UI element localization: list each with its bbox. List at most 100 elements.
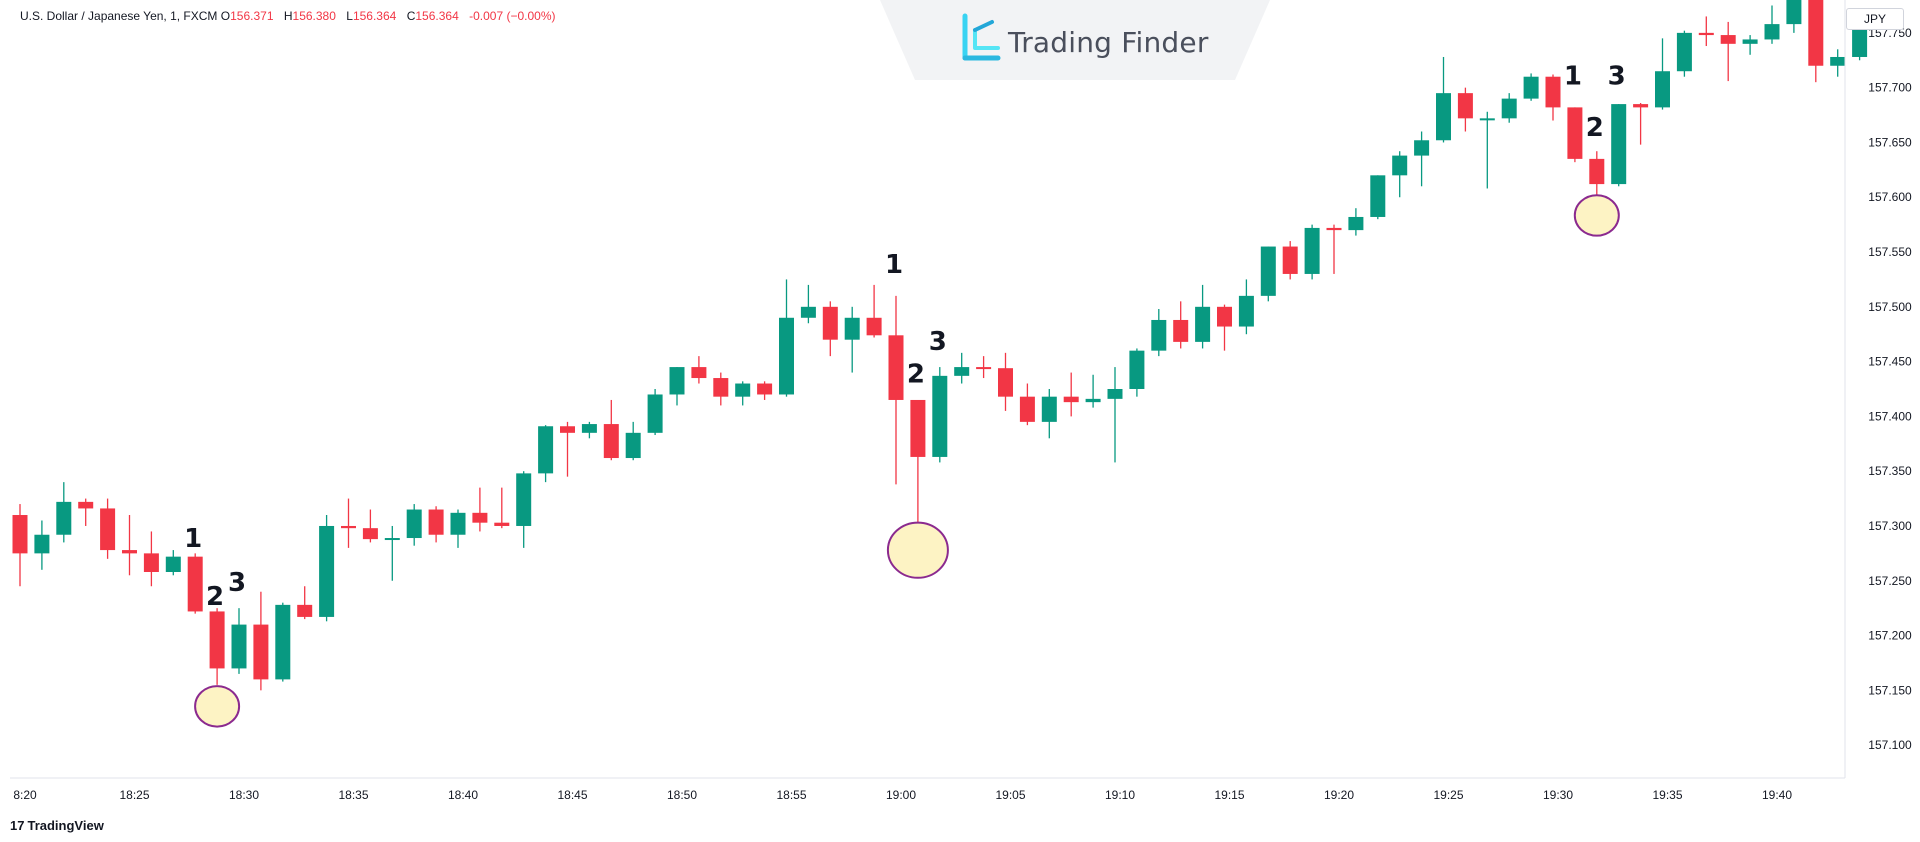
candle[interactable]	[362, 509, 378, 543]
candle[interactable]	[1019, 383, 1035, 426]
candle[interactable]	[100, 498, 116, 559]
candle[interactable]	[1041, 389, 1057, 439]
candle[interactable]	[779, 279, 794, 397]
candle-body	[1282, 246, 1298, 274]
candle[interactable]	[143, 531, 159, 587]
candle[interactable]	[1764, 5, 1780, 44]
candle[interactable]	[297, 586, 313, 620]
candle[interactable]	[516, 471, 532, 548]
currency-badge[interactable]: JPY	[1846, 8, 1904, 30]
candle[interactable]	[757, 381, 773, 400]
candle[interactable]	[866, 284, 882, 338]
candle-body	[1129, 350, 1145, 389]
candle[interactable]	[560, 421, 575, 477]
candle[interactable]	[1085, 374, 1101, 408]
candle-body	[1698, 32, 1714, 36]
candle[interactable]	[735, 381, 751, 406]
candle[interactable]	[165, 550, 181, 576]
candle[interactable]	[844, 306, 860, 373]
candle[interactable]	[1195, 284, 1211, 349]
candle[interactable]	[800, 284, 816, 324]
candle[interactable]	[406, 504, 422, 546]
candle[interactable]	[713, 372, 729, 406]
candle[interactable]	[1217, 304, 1232, 351]
candle[interactable]	[647, 389, 663, 436]
candle[interactable]	[669, 367, 685, 406]
candle[interactable]	[1479, 111, 1495, 189]
candle[interactable]	[1304, 224, 1320, 280]
candle[interactable]	[341, 498, 356, 548]
candle[interactable]	[625, 421, 641, 461]
symbol-label[interactable]: U.S. Dollar / Japanese Yen, 1, FXCM	[20, 9, 218, 23]
candle-sequence-label: 3	[1608, 62, 1626, 92]
candle[interactable]	[888, 295, 904, 485]
candle[interactable]	[209, 608, 225, 685]
candle[interactable]	[1107, 367, 1123, 463]
candle[interactable]	[1326, 224, 1342, 274]
candle[interactable]	[1611, 104, 1627, 187]
candle[interactable]	[691, 356, 707, 384]
candle[interactable]	[12, 504, 28, 587]
candle[interactable]	[1436, 56, 1451, 143]
candle[interactable]	[910, 399, 926, 529]
candle[interactable]	[384, 525, 400, 581]
candle[interactable]	[1260, 246, 1276, 302]
brand-name: Trading Finder	[1008, 26, 1209, 59]
candle[interactable]	[78, 498, 94, 526]
candle[interactable]	[1457, 87, 1473, 132]
candle[interactable]	[1348, 208, 1364, 236]
candle[interactable]	[1414, 131, 1430, 187]
candle[interactable]	[319, 515, 335, 622]
candles-layer[interactable]	[12, 0, 1868, 691]
candle[interactable]	[450, 509, 466, 548]
candle[interactable]	[187, 553, 203, 614]
candle[interactable]	[1501, 93, 1517, 123]
candle-body	[34, 534, 50, 554]
candle[interactable]	[1655, 38, 1670, 110]
candle[interactable]	[428, 506, 444, 543]
candle-body	[932, 375, 948, 457]
candle[interactable]	[976, 356, 992, 379]
candle[interactable]	[581, 421, 597, 439]
candle[interactable]	[472, 487, 488, 532]
change-value: -0.007 (−0.00%)	[469, 9, 556, 23]
time-axis[interactable]: 8:20 18:25 18:30 18:35 18:40 18:45 18:50 18:55 1…	[13, 788, 1792, 802]
candle[interactable]	[538, 425, 554, 483]
tradingview-logo[interactable]: 17 TradingView	[10, 818, 104, 833]
candle[interactable]	[1742, 35, 1758, 55]
candle[interactable]	[1589, 151, 1605, 200]
candle[interactable]	[253, 591, 269, 691]
candle[interactable]	[1567, 107, 1583, 163]
candle[interactable]	[1370, 175, 1386, 220]
candle[interactable]	[34, 520, 50, 570]
candle[interactable]	[231, 608, 247, 674]
candle[interactable]	[1830, 49, 1846, 77]
candle[interactable]	[822, 301, 838, 357]
candle[interactable]	[1063, 372, 1079, 417]
candle[interactable]	[122, 515, 137, 576]
candle[interactable]	[1238, 279, 1254, 335]
candle[interactable]	[1392, 151, 1408, 198]
candle[interactable]	[494, 487, 510, 529]
candle[interactable]	[1633, 103, 1649, 145]
price-axis[interactable]: 157.750157.700157.650157.600157.550157.5…	[1868, 26, 1912, 752]
candle[interactable]	[1545, 74, 1561, 121]
candle[interactable]	[1523, 73, 1539, 101]
candle[interactable]	[1282, 241, 1298, 280]
candle[interactable]	[1786, 0, 1802, 33]
candle[interactable]	[1129, 348, 1145, 397]
candle[interactable]	[1698, 16, 1714, 47]
candle[interactable]	[1808, 0, 1824, 83]
candle[interactable]	[954, 352, 970, 384]
candle[interactable]	[1720, 21, 1736, 82]
candle[interactable]	[1676, 30, 1692, 77]
candle[interactable]	[56, 482, 72, 543]
candle[interactable]	[932, 367, 948, 463]
candle[interactable]	[275, 602, 291, 682]
candle[interactable]	[1151, 309, 1167, 357]
candle[interactable]	[1173, 301, 1189, 349]
candle-body	[209, 611, 225, 669]
candle[interactable]	[603, 399, 619, 461]
candle[interactable]	[998, 352, 1013, 411]
